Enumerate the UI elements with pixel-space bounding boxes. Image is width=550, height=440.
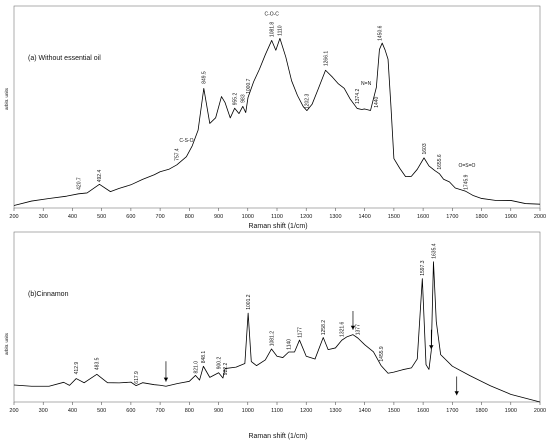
peak-label: 1745.9	[464, 174, 470, 190]
peak-label: 1258.2	[321, 320, 327, 336]
x-tick-label: 2000	[534, 214, 546, 220]
x-tick-label: 1800	[475, 214, 487, 220]
x-tick-label: 1900	[505, 408, 517, 414]
x-tick-label: 300	[39, 408, 48, 414]
x-tick-label: 1300	[329, 214, 341, 220]
peak-label: C-S-O	[179, 138, 193, 144]
spectrum-line	[13, 37, 541, 206]
arrow-head	[454, 391, 459, 396]
peak-label: 1450.6	[377, 25, 383, 41]
peak-label: 955.2	[232, 93, 238, 106]
y-axis-label: arbitr. units	[4, 332, 9, 355]
x-tick-label: 600	[126, 214, 135, 220]
peak-label: 1377	[356, 324, 362, 335]
peak-label: 1603	[422, 143, 428, 154]
peak-label: 1440	[374, 96, 380, 107]
peak-label: 1001.2	[246, 294, 252, 310]
x-tick-label: 200	[9, 408, 18, 414]
x-tick-label: 500	[97, 408, 106, 414]
x-tick-label: 2000	[534, 408, 546, 414]
x-axis-label: Raman shift (1/cm)	[248, 433, 307, 440]
x-tick-label: 400	[68, 408, 77, 414]
x-tick-label: 1200	[300, 214, 312, 220]
x-tick-label: 700	[156, 408, 165, 414]
x-tick-label: 1300	[329, 408, 341, 414]
peak-label: 1110	[278, 25, 284, 36]
x-tick-label: 600	[126, 408, 135, 414]
peak-label: 420.7	[76, 177, 82, 190]
x-tick-label: 400	[68, 214, 77, 220]
x-tick-label: 800	[185, 408, 194, 414]
peak-label: 1140	[286, 339, 292, 350]
peak-label: 1202.3	[305, 94, 311, 110]
peak-label: 1321.6	[340, 321, 346, 337]
x-tick-label: 1700	[446, 214, 458, 220]
peak-label: 1635.4	[431, 243, 437, 259]
panel-b: (b)Cinnamon arbitr. units Raman shift (1…	[4, 231, 546, 440]
x-tick-label: 1400	[359, 408, 371, 414]
peak-label: 412.9	[74, 362, 80, 375]
peak-label: 1266.1	[323, 51, 329, 67]
peak-label: C-O-C	[264, 12, 279, 18]
x-tick-label: 1100	[271, 214, 283, 220]
peak-label: 821.0	[193, 361, 199, 374]
peak-label: 1455.9	[379, 346, 385, 362]
x-tick-label: 1000	[242, 214, 254, 220]
arrow-head	[350, 325, 356, 330]
arrow-head	[163, 377, 169, 382]
x-tick-label: 300	[39, 214, 48, 220]
peak-label: 1177	[297, 327, 303, 338]
x-tick-label: 1000	[242, 408, 254, 414]
peak-label: 922.2	[223, 362, 229, 375]
x-tick-label: 1500	[388, 214, 400, 220]
peak-label: 1000.7	[246, 78, 252, 94]
peak-label: 757.4	[175, 148, 181, 161]
x-tick-label: 700	[156, 214, 165, 220]
x-axis-label: Raman shift (1/cm)	[248, 223, 307, 230]
x-tick-label: 1200	[300, 408, 312, 414]
peak-label: N=N	[361, 81, 372, 87]
peak-label: 483.5	[95, 357, 101, 370]
x-tick-label: 900	[214, 408, 223, 414]
peak-label: 617.9	[134, 371, 140, 384]
x-tick-label: 900	[214, 214, 223, 220]
peak-label: 1081.8	[269, 22, 275, 38]
y-axis-label: arbitr. units	[4, 87, 9, 110]
x-tick-label: 1400	[359, 214, 371, 220]
peak-label: 1597.3	[420, 260, 426, 276]
peak-label: 1374.2	[355, 88, 361, 104]
x-tick-label: 1800	[475, 408, 487, 414]
peak-label: 849.5	[202, 71, 208, 84]
panel-label: (a) Without essential oil	[28, 55, 101, 62]
x-tick-label: 1600	[417, 408, 429, 414]
peak-label: O=S=O	[458, 163, 475, 169]
spectrum-line	[13, 261, 541, 403]
panel-label: (b)Cinnamon	[28, 291, 69, 298]
x-tick-label: 1500	[388, 408, 400, 414]
x-tick-label: 1900	[505, 214, 517, 220]
peak-label: 848.1	[201, 351, 207, 364]
arrow-head	[429, 345, 434, 350]
peak-label: 1081.2	[269, 331, 275, 347]
x-tick-label: 1700	[446, 408, 458, 414]
panel-a: (a) Without essential oil arbitr. units …	[4, 5, 546, 230]
x-tick-label: 800	[185, 214, 194, 220]
x-tick-label: 500	[97, 214, 106, 220]
peak-label: 1655.6	[437, 154, 443, 170]
peak-label: 492.4	[97, 170, 103, 183]
x-tick-label: 1600	[417, 214, 429, 220]
peak-label: 983	[241, 94, 247, 103]
peak-label: 900.2	[216, 357, 222, 370]
x-tick-label: 1100	[271, 408, 283, 414]
x-tick-label: 200	[9, 214, 18, 220]
